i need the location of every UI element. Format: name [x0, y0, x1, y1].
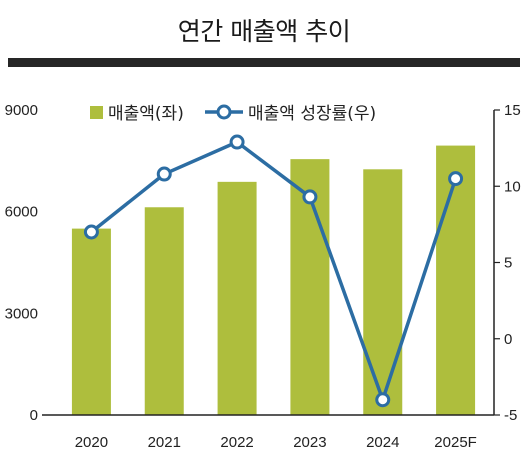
x-axis-ticks: 2020 2021 2022 2023 2024 2025F: [75, 434, 477, 451]
x-tick-label: 2023: [293, 434, 326, 451]
bar-2022: [217, 181, 257, 415]
left-tick-label: 3000: [5, 305, 38, 322]
x-tick-label: 2020: [75, 434, 108, 451]
x-tick-label: 2025F: [434, 434, 477, 451]
growth-point-2025F: [448, 171, 464, 187]
growth-point-2024: [375, 392, 391, 408]
right-axis-ticks: 15 10 5 0 -5: [494, 102, 521, 424]
title-rule: [8, 58, 520, 67]
right-tick-label: 5: [504, 255, 512, 272]
right-tick-label: 10: [504, 178, 521, 195]
left-tick-label: 9000: [5, 102, 38, 119]
line-layer: [83, 134, 464, 408]
bar-2025F: [436, 145, 476, 416]
right-tick-label: 15: [504, 102, 521, 119]
growth-point-2022: [229, 134, 245, 150]
growth-point-2023: [302, 189, 318, 205]
bar-2020: [71, 228, 111, 415]
left-axis-ticks: 9000 6000 3000 0: [5, 102, 38, 424]
bar-2021: [144, 207, 184, 415]
x-tick-label: 2022: [220, 434, 253, 451]
legend-line-label: 매출액 성장률(우): [248, 104, 376, 124]
legend-marker-swatch: [216, 104, 232, 120]
growth-point-2021: [156, 166, 172, 182]
title-bar: 연간 매출액 추이: [0, 0, 528, 67]
chart-title: 연간 매출액 추이: [177, 17, 351, 46]
legend-bar-swatch: [90, 106, 103, 119]
x-tick-label: 2024: [366, 434, 399, 451]
legend-bar-label: 매출액(좌): [108, 104, 184, 124]
right-tick-label: 0: [504, 331, 512, 348]
growth-point-2020: [83, 224, 99, 240]
right-tick-label: -5: [504, 407, 517, 424]
left-tick-label: 0: [30, 407, 38, 424]
legend: 매출액(좌) 매출액 성장률(우): [90, 104, 376, 124]
bar-2024: [363, 169, 403, 415]
growth-line: [90, 140, 458, 402]
bars-layer: [71, 145, 476, 416]
x-tick-label: 2021: [148, 434, 181, 451]
left-tick-label: 6000: [5, 204, 38, 221]
